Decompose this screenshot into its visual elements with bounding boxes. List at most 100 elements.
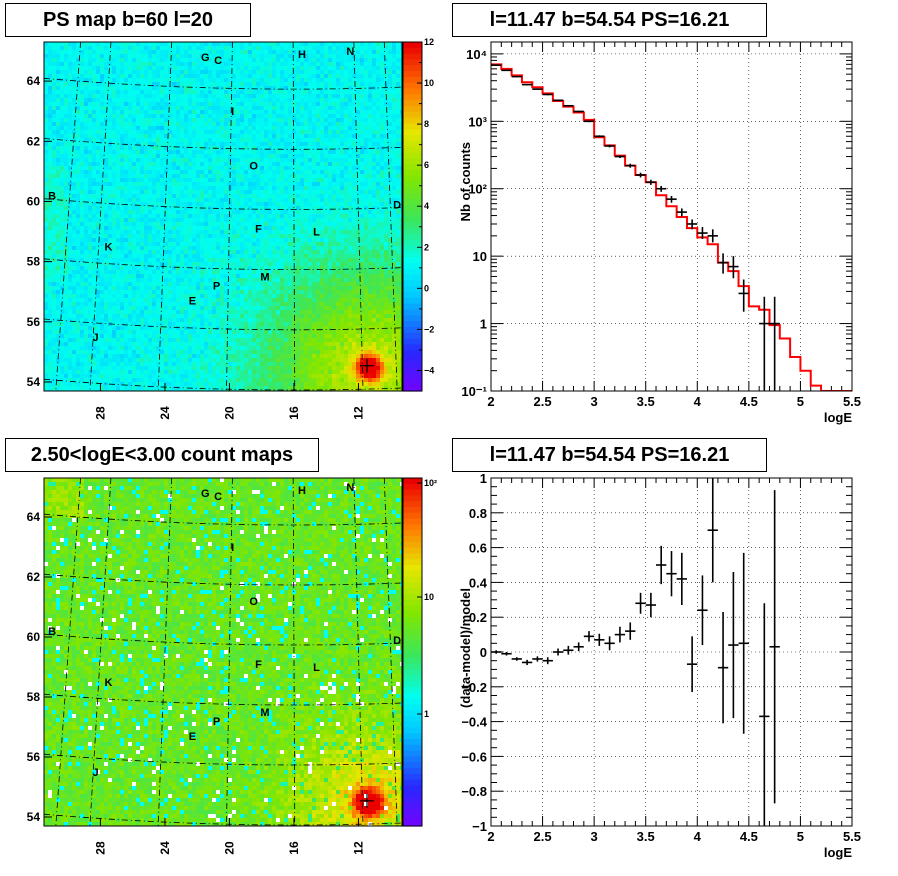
colorbar-cell [403, 669, 422, 675]
colorbar-cell [403, 89, 422, 95]
data-point [543, 94, 553, 96]
colorbar-cell [403, 77, 422, 83]
source-marker-label: O [249, 160, 258, 172]
residual-point [553, 649, 563, 656]
lon-tick-label: 12 [351, 841, 365, 855]
residual-point [718, 612, 728, 723]
lon-tick-label: 24 [158, 406, 172, 420]
source-marker-label: D [393, 199, 401, 211]
colorbar-label: 10 [424, 592, 434, 602]
colorbar-cell [403, 768, 422, 774]
colorbar-cell [403, 652, 422, 658]
colorbar-cell [403, 716, 422, 722]
y-tick-label: 0.8 [469, 506, 487, 521]
y-tick-label: 0 [480, 645, 487, 660]
colorbar-cell [403, 617, 422, 623]
source-marker-label: J [93, 767, 99, 779]
colorbar-cell [403, 797, 422, 803]
colorbar-cell [403, 629, 422, 635]
colorbar-cell [403, 542, 422, 548]
source-marker-label: F [255, 659, 262, 671]
colorbar-label: 6 [424, 160, 429, 170]
colorbar-cell [403, 83, 422, 89]
source-marker-label: G [201, 52, 210, 64]
colorbar-cell [403, 791, 422, 797]
colorbar-cell [403, 623, 422, 629]
colorbar-label: 8 [424, 119, 429, 129]
colorbar-cell [403, 240, 422, 246]
y-tick-label: 1 [480, 471, 487, 486]
source-marker-label: M [260, 272, 269, 284]
lat-tick-label: 60 [27, 194, 41, 208]
residual-point [708, 478, 718, 582]
residual-point [728, 572, 738, 718]
residual-point [584, 631, 594, 641]
map2-title: 2.50<logE<3.00 count maps [5, 438, 319, 472]
colorbar-cell [403, 727, 422, 733]
residual-point [501, 652, 511, 655]
y-tick-label: −1 [472, 819, 487, 834]
x-tick-label: 2.5 [534, 829, 552, 844]
source-marker-label: J [93, 332, 99, 344]
residual-point [604, 636, 614, 650]
colorbar-cell [403, 519, 422, 525]
colorbar-cell [403, 234, 422, 240]
x-tick-label: 4.5 [740, 829, 758, 844]
y-tick-label: 10³ [468, 114, 487, 129]
colorbar-cell [403, 553, 422, 559]
data-point [594, 135, 604, 137]
colorbar-cell [403, 211, 422, 217]
colorbar-cell [403, 565, 422, 571]
colorbar-cell [403, 774, 422, 780]
colorbar-cell [403, 321, 422, 327]
colorbar-cell [403, 257, 422, 263]
lat-tick-label: 64 [27, 510, 41, 524]
residual-point [677, 553, 687, 605]
colorbar-cell [403, 94, 422, 100]
colorbar-cell [403, 658, 422, 664]
source-marker-label: O [249, 596, 258, 608]
colorbar-cell [403, 809, 422, 815]
residual-point [574, 642, 584, 651]
colorbar-cell [403, 275, 422, 281]
residual-point [739, 553, 749, 734]
source-marker-label: G [201, 488, 210, 500]
lat-tick-label: 54 [27, 810, 41, 824]
residual-point [635, 593, 645, 614]
colorbar-cell [403, 762, 422, 768]
residual-point [532, 656, 542, 661]
colorbar-cell [403, 48, 422, 54]
source-marker-label: N [346, 46, 354, 58]
residual-point [512, 657, 522, 660]
x-tick-label: 5.5 [843, 829, 861, 844]
data-point [501, 70, 511, 71]
lon-tick-label: 12 [351, 406, 365, 420]
lon-tick-label: 28 [93, 841, 107, 855]
colorbar-label: 10² [424, 478, 437, 488]
y-tick-label: 10⁴ [466, 47, 487, 62]
source-marker-label: E [189, 731, 196, 743]
x-tick-label: 2 [487, 394, 494, 409]
colorbar-label: 10 [424, 78, 434, 88]
colorbar-label: 12 [424, 37, 434, 47]
colorbar-cell [403, 65, 422, 71]
colorbar-cell [403, 501, 422, 507]
source-marker-label: D [393, 635, 401, 647]
colorbar-cell [403, 339, 422, 345]
colorbar-cell [403, 530, 422, 536]
y-tick-label: −0.8 [461, 784, 487, 799]
colorbar-cell [403, 571, 422, 577]
residual-point [759, 603, 769, 829]
x-tick-label: 3 [591, 394, 598, 409]
colorbar-cell [403, 664, 422, 670]
colorbar-cell [403, 315, 422, 321]
residual-point [563, 646, 573, 655]
colorbar-cell [403, 42, 422, 48]
colorbar-cell [403, 147, 422, 153]
colorbar-cell [403, 577, 422, 583]
colorbar-cell [403, 199, 422, 205]
lon-tick-label: 20 [222, 406, 236, 420]
source-marker-label: I [231, 106, 234, 118]
colorbar-cell [403, 310, 422, 316]
colorbar-cell [403, 490, 422, 496]
